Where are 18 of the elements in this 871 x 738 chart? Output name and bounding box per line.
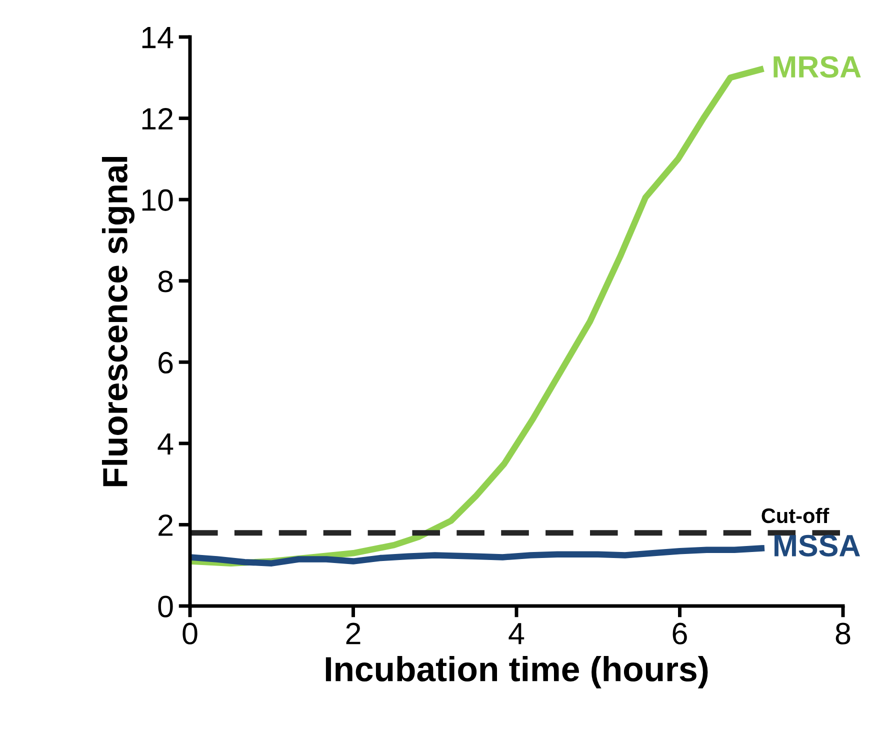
x-axis-title: Incubation time (hours) [326,656,708,688]
x-tick-label: 0 [182,622,198,644]
y-axis-title: Fluorescence signal [102,157,134,486]
ref-line-label: Cut-off [762,508,830,524]
x-tick-label: 4 [508,623,524,644]
y-tick-label: 8 [158,270,173,292]
x-tick-label: 8 [836,622,850,644]
y-tick-label: 6 [158,352,173,374]
y-tick-label: 10 [142,189,173,211]
y-tick-label: 2 [158,514,172,536]
y-tick-label: 14 [142,27,174,48]
series-label: MSSA [774,534,860,556]
x-tick-label: 2 [346,622,360,644]
y-tick-label: 12 [142,108,172,130]
x-tick-label: 6 [672,622,687,644]
y-tick-label: 4 [158,433,174,454]
series-label: MRSA [774,56,861,78]
y-tick-label: 0 [158,596,173,618]
